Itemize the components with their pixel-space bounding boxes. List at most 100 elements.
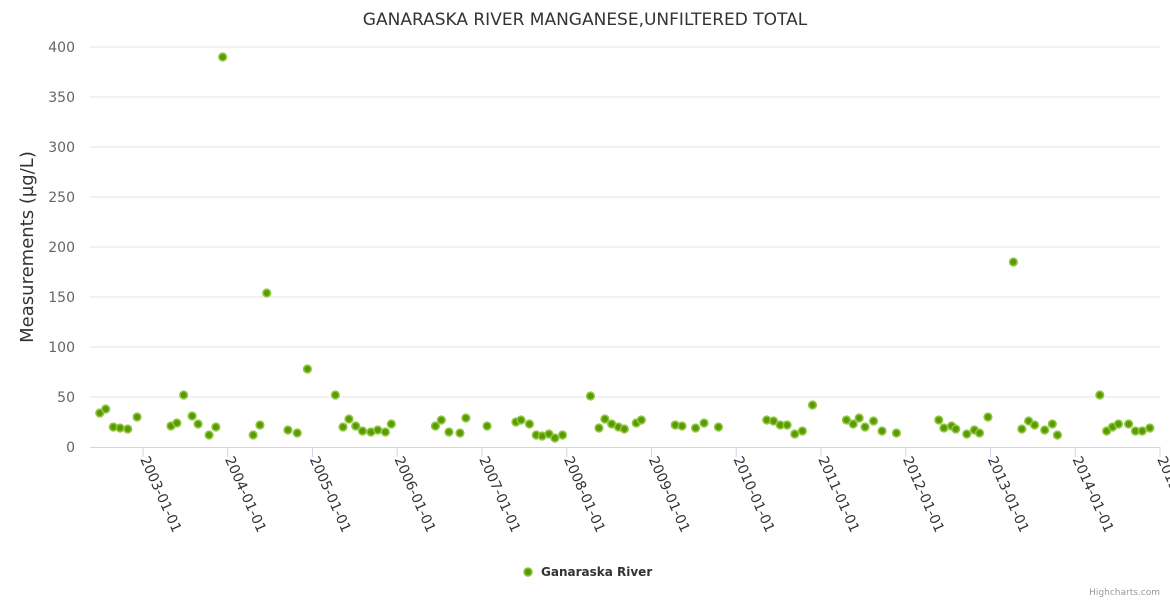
x-tick-label: 2012-01-01	[899, 454, 947, 535]
x-tick-label: 2008-01-01	[560, 454, 608, 535]
x-tick-label: 2010-01-01	[730, 454, 778, 535]
data-point	[868, 416, 879, 426]
data-point	[204, 430, 214, 440]
data-point	[172, 418, 182, 428]
data-point	[860, 422, 870, 432]
x-tick-label: 2015-01-01	[1153, 454, 1170, 535]
data-point	[218, 52, 228, 62]
y-tick-label: 400	[48, 40, 75, 56]
data-point	[974, 428, 985, 438]
chart-title: GANARASKA RIVER MANGANESE,UNFILTERED TOT…	[363, 10, 808, 30]
data-point	[1029, 420, 1040, 430]
data-point	[677, 421, 687, 431]
data-point	[255, 420, 265, 430]
data-point	[699, 418, 709, 428]
data-point	[790, 429, 800, 439]
data-point	[619, 424, 629, 434]
data-point	[877, 426, 887, 436]
data-point	[891, 428, 902, 438]
data-point	[338, 422, 348, 432]
x-tick-label: 2005-01-01	[306, 454, 354, 535]
data-point	[115, 423, 125, 433]
data-point	[983, 412, 993, 422]
data-point	[939, 423, 949, 433]
data-point	[854, 413, 864, 423]
data-point	[594, 423, 604, 433]
credits-link[interactable]: Highcharts.com	[1089, 588, 1160, 598]
y-tick-label: 100	[48, 340, 75, 356]
y-axis-title: Measurements (µg/L)	[17, 151, 38, 343]
legend-marker	[523, 567, 533, 577]
y-tick-label: 0	[66, 440, 75, 456]
x-tick-label: 2006-01-01	[391, 454, 439, 535]
data-point	[600, 414, 610, 424]
data-point	[690, 423, 701, 433]
y-tick-label: 350	[48, 90, 75, 106]
data-point	[351, 421, 361, 431]
data-point	[1145, 423, 1155, 433]
data-point	[373, 425, 383, 435]
data-point	[292, 428, 302, 438]
data-point	[179, 390, 189, 400]
x-tick-label: 2004-01-01	[221, 454, 269, 535]
data-point	[841, 415, 852, 425]
data-point	[962, 429, 972, 439]
series-ganaraska-river	[95, 52, 1155, 443]
data-point	[386, 419, 396, 429]
data-point	[768, 416, 779, 426]
data-point	[516, 415, 526, 425]
grid-lines	[90, 46, 1160, 398]
data-point	[123, 424, 133, 434]
data-point	[461, 413, 471, 423]
y-tick-label: 150	[48, 290, 75, 306]
data-point	[455, 428, 465, 438]
data-point	[934, 415, 944, 425]
data-point	[782, 420, 792, 430]
data-point	[1137, 426, 1147, 436]
data-point	[482, 421, 492, 431]
data-point	[193, 419, 203, 429]
data-point	[1008, 257, 1018, 267]
data-point	[524, 419, 535, 429]
data-point	[430, 421, 440, 431]
data-point	[1113, 419, 1124, 429]
legend-item-ganaraska-river[interactable]: Ganaraska River	[541, 565, 652, 579]
data-point	[380, 427, 390, 437]
y-tick-label: 200	[48, 240, 75, 256]
data-point	[132, 412, 142, 422]
y-tick-label: 250	[48, 190, 75, 206]
data-point	[585, 391, 596, 401]
data-point	[211, 422, 221, 432]
x-tick-label: 2007-01-01	[475, 454, 523, 535]
x-tick-label: 2011-01-01	[814, 454, 862, 535]
data-point	[797, 426, 807, 436]
data-point	[951, 424, 961, 434]
y-tick-label: 50	[57, 390, 75, 406]
y-tick-label: 300	[48, 140, 75, 156]
data-point	[1040, 425, 1050, 435]
data-point	[713, 422, 724, 432]
data-point	[330, 390, 340, 400]
data-point	[344, 414, 354, 424]
data-point	[283, 425, 293, 435]
x-tick-label: 2009-01-01	[645, 454, 693, 535]
data-point	[1047, 419, 1057, 429]
data-point	[357, 426, 368, 436]
x-axis: 2003-01-01 2004-01-01 2005-01-01 2006-01-01…	[90, 447, 1170, 535]
data-point	[1052, 430, 1063, 440]
data-point	[636, 415, 646, 425]
legend[interactable]: Ganaraska River	[523, 565, 652, 579]
y-axis-labels: 0 50 100 150 200 250 300 350 400	[48, 40, 75, 456]
data-point	[848, 419, 858, 429]
data-point	[262, 288, 272, 298]
x-tick-label: 2003-01-01	[136, 454, 184, 535]
data-point	[1017, 424, 1027, 434]
x-tick-label: 2014-01-01	[1069, 454, 1117, 535]
data-point	[101, 404, 111, 414]
data-point	[557, 430, 568, 440]
data-point	[807, 400, 818, 410]
data-point	[1095, 390, 1105, 400]
data-point	[187, 411, 197, 421]
data-point	[248, 430, 258, 440]
